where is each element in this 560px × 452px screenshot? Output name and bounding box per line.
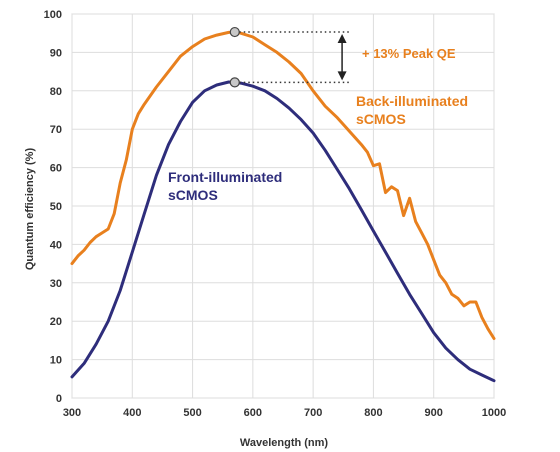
x-tick-label: 800	[364, 407, 382, 419]
y-tick-label: 30	[50, 278, 62, 290]
annotations	[229, 26, 350, 88]
y-tick-label: 70	[50, 124, 62, 136]
x-axis-title: Wavelength (nm)	[240, 437, 329, 449]
axes: 300 400 500 600 700 800 900 1000 0 10 20 30 40 50 60 70…	[44, 9, 507, 419]
y-tick-label: 100	[44, 9, 62, 21]
arrow-head-down	[337, 71, 347, 81]
x-tick-label: 500	[183, 407, 201, 419]
x-tick-label: 600	[244, 407, 262, 419]
y-tick-label: 40	[50, 239, 62, 251]
y-axis-title: Quantum efficiency (%)	[24, 148, 36, 271]
y-tick-label: 90	[50, 47, 62, 59]
peak-qe-annotation: + 13% Peak QE	[362, 46, 456, 61]
front-illuminated-label: Front-illuminated sCMOS	[168, 169, 286, 203]
arrow-head-up	[337, 34, 347, 44]
back-illuminated-label-line2: sCMOS	[356, 111, 406, 127]
series-line-front-illuminated	[70, 80, 496, 383]
front-illuminated-label-line1: Front-illuminated	[168, 169, 282, 185]
back-illuminated-label-line1: Back-illuminated	[356, 93, 468, 109]
y-tick-label: 20	[50, 316, 62, 328]
x-tick-label: 900	[425, 407, 443, 419]
x-tick-label: 1000	[482, 407, 506, 419]
grid	[71, 13, 495, 399]
y-tick-label: 0	[56, 393, 62, 405]
y-tick-label: 50	[50, 201, 62, 213]
x-tick-label: 700	[304, 407, 322, 419]
y-tick-label: 60	[50, 163, 62, 175]
peak-marker	[229, 26, 240, 38]
x-tick-label: 400	[123, 407, 141, 419]
y-tick-label: 80	[50, 86, 62, 98]
x-tick-label: 300	[63, 407, 81, 419]
peak-marker	[229, 77, 240, 88]
y-tick-label: 10	[50, 355, 62, 367]
front-illuminated-label-line2: sCMOS	[168, 187, 218, 203]
back-illuminated-label: Back-illuminated sCMOS	[356, 93, 472, 127]
